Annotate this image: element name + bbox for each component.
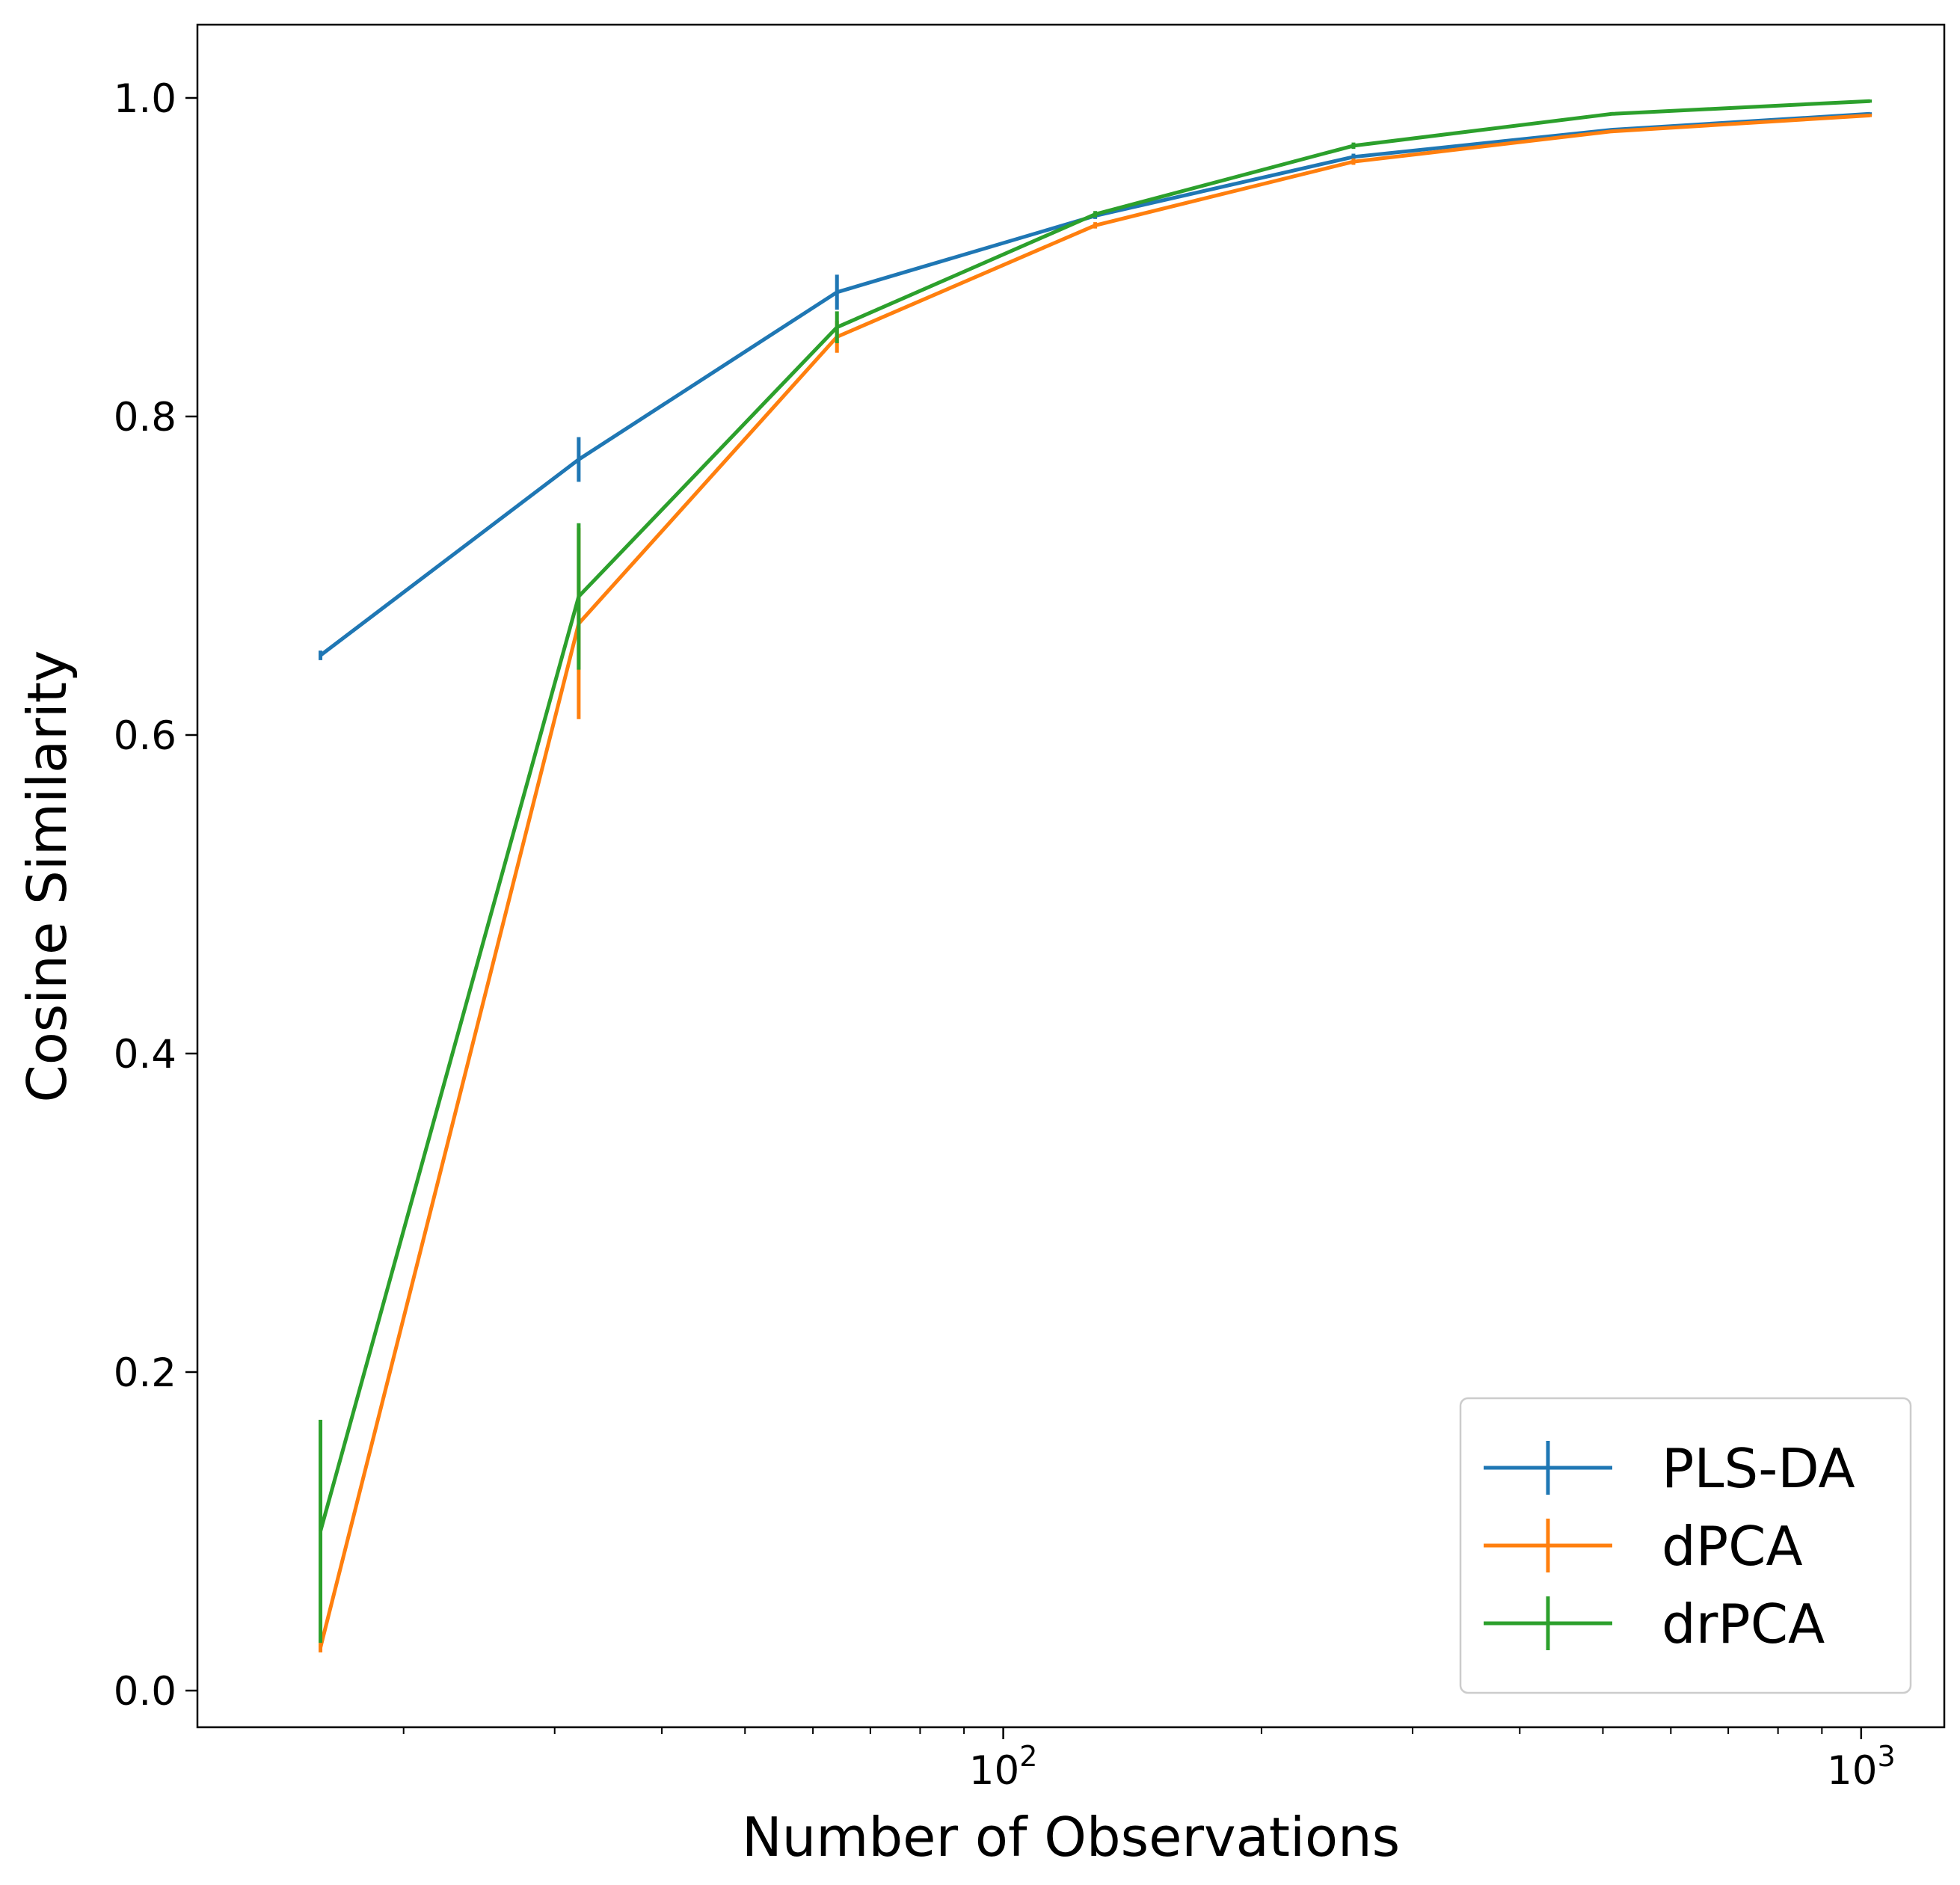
x-minor-ticks <box>402 1727 1823 1734</box>
x-tick-label: 102 <box>969 1740 1038 1794</box>
legend-item: PLS-DA <box>1484 1437 1855 1500</box>
x-axis-title: Number of Observations <box>742 1806 1400 1869</box>
y-tick-label: 1.0 <box>114 76 176 122</box>
legend: PLS-DA dPCA drPCA <box>1459 1397 1912 1694</box>
legend-label: PLS-DA <box>1662 1437 1855 1500</box>
legend-box <box>1459 1397 1912 1694</box>
legend-item: drPCA <box>1484 1593 1825 1655</box>
y-tick-label: 0.4 <box>114 1032 176 1077</box>
legend-entries: PLS-DA dPCA drPCA <box>1484 1437 1855 1655</box>
y-axis-title: Cosine Similarity <box>16 650 79 1102</box>
y-tick-label: 0.2 <box>114 1350 176 1396</box>
plot-frame <box>196 23 1946 1729</box>
x-major-ticks: 102 103 <box>969 1727 1896 1794</box>
y-tick-label: 0.6 <box>114 713 176 759</box>
legend-item: dPCA <box>1484 1515 1803 1578</box>
y-tick-label: 0.0 <box>114 1669 176 1715</box>
legend-label: drPCA <box>1662 1593 1825 1655</box>
x-tick-label: 103 <box>1827 1740 1896 1794</box>
series-drPCA <box>319 99 1873 1643</box>
y-tick-label: 0.8 <box>114 395 176 440</box>
series-layer <box>319 99 1873 1652</box>
legend-label: dPCA <box>1662 1515 1803 1578</box>
y-ticks: 0.0 0.2 0.4 0.6 0.8 1.0 <box>114 76 197 1715</box>
